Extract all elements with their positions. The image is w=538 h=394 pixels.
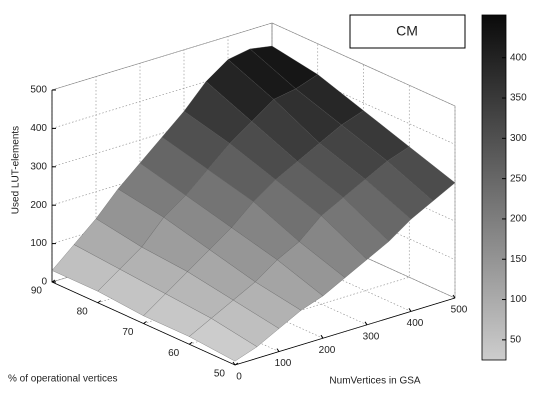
colorbar-tick-label: 350 <box>510 93 527 104</box>
legend-label: CM <box>396 23 418 39</box>
surface-patch <box>188 318 258 362</box>
x-tick <box>452 294 456 299</box>
y-tick-label: 70 <box>122 327 134 338</box>
x-tick-label: 200 <box>319 345 336 356</box>
colorbar-tick-label: 150 <box>510 254 527 265</box>
y-tick-label: 60 <box>168 348 180 359</box>
x-tick <box>320 334 324 339</box>
z-tick-label: 200 <box>30 200 47 211</box>
y-axis-label: % of operational vertices <box>8 374 118 385</box>
x-tick <box>408 308 412 312</box>
x-tick-label: 400 <box>407 318 424 329</box>
colorbar-tick-label: 400 <box>510 52 527 63</box>
z-tick-label: 100 <box>30 238 47 249</box>
colorbar <box>481 14 507 361</box>
x-tick-label: 500 <box>451 305 468 316</box>
z-tick-label: 500 <box>30 85 47 96</box>
z-tick-label: 0 <box>41 277 47 288</box>
y-tick-label: 50 <box>214 369 226 380</box>
y-tick <box>97 300 102 304</box>
z-axis-label: Used LUT-elements <box>11 126 22 214</box>
z-tick-label: 400 <box>30 123 47 134</box>
colorbar-tick-label: 200 <box>510 214 527 225</box>
x-tick <box>276 348 280 352</box>
y-tick <box>51 279 56 283</box>
legend-box <box>349 14 466 49</box>
x-axis-label: NumVertices in GSA <box>329 376 420 387</box>
y-tick <box>143 321 147 324</box>
x-tick-label: 100 <box>275 358 292 369</box>
x-tick-label: 0 <box>236 372 242 383</box>
y-tick-label: 80 <box>77 306 89 317</box>
y-tick-label: 90 <box>31 286 43 297</box>
z-tick-label: 300 <box>30 161 47 172</box>
x-tick-label: 300 <box>363 331 380 342</box>
colorbar-tick-label: 100 <box>510 294 527 305</box>
grid-line <box>234 106 456 366</box>
y-tick <box>188 341 193 345</box>
colorbar-tick-label: 50 <box>510 334 522 345</box>
y-tick <box>234 362 239 366</box>
x-tick <box>364 321 368 326</box>
colorbar-tick-label: 300 <box>510 133 527 144</box>
x-tick <box>232 361 236 366</box>
colorbar-tick-label: 250 <box>510 173 527 184</box>
